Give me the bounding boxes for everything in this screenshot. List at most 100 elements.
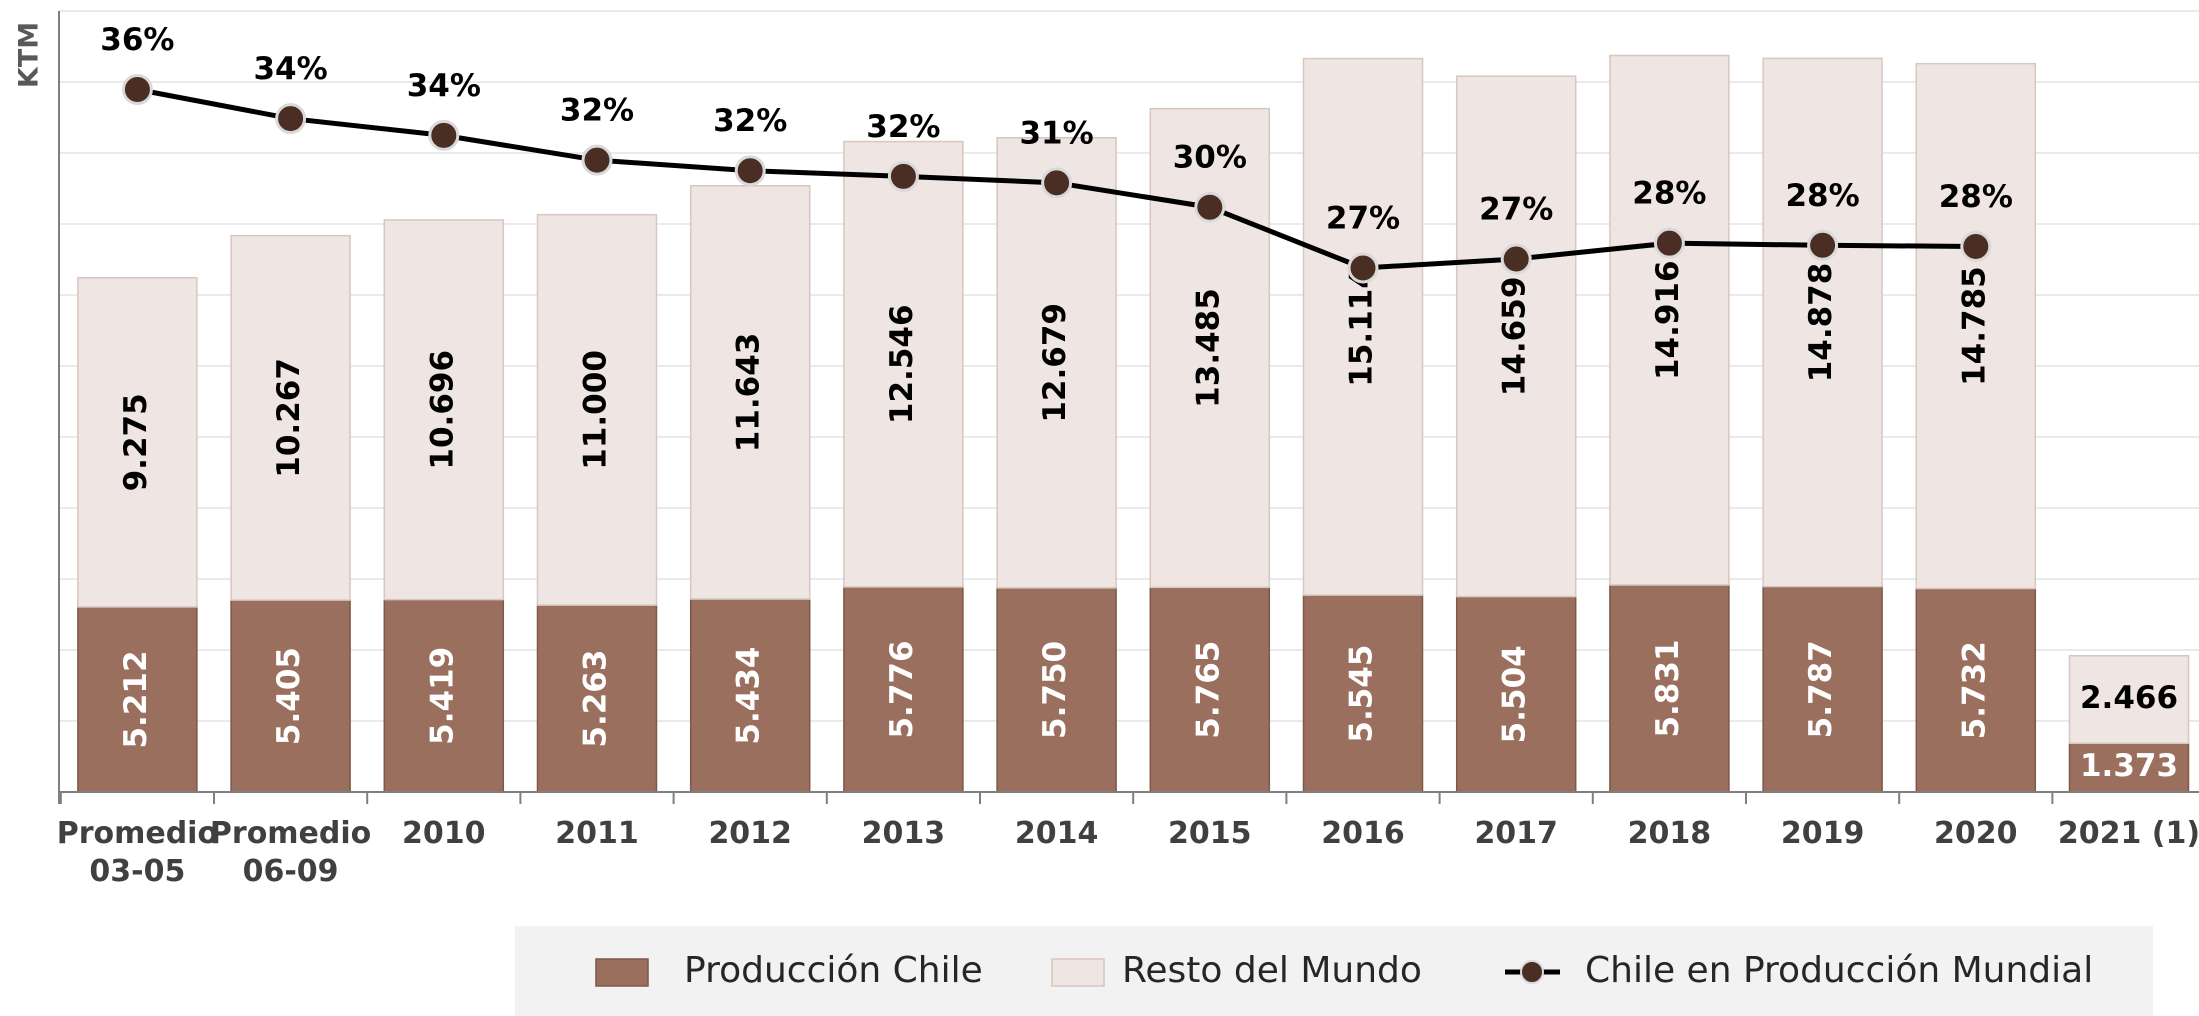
x-tick-label: 2019 bbox=[1780, 816, 1865, 851]
value-label: 15.114 bbox=[1344, 267, 1380, 387]
bar-segment bbox=[1455, 595, 1577, 793]
value-label: 5.787 bbox=[1803, 640, 1839, 738]
value-label: 10.267 bbox=[271, 358, 307, 478]
x-tick-label: 2021 (1) bbox=[2057, 816, 2199, 851]
value-label: 13.485 bbox=[1190, 288, 1226, 408]
y-axis-label: KTM bbox=[14, 22, 45, 88]
value-label: 11.643 bbox=[731, 333, 767, 453]
value-label: 14.785 bbox=[1956, 266, 1992, 386]
value-label: 28% bbox=[1939, 179, 2013, 215]
value-label: 5.732 bbox=[1956, 641, 1992, 739]
value-label: 12.679 bbox=[1037, 303, 1073, 423]
bar-segment bbox=[1915, 62, 2037, 590]
value-label: 11.000 bbox=[578, 350, 614, 470]
value-label: 32% bbox=[866, 109, 940, 145]
value-label: 28% bbox=[1632, 176, 1706, 212]
x-tick-label: 2012 bbox=[708, 816, 792, 851]
bar-segment bbox=[383, 219, 505, 601]
x-tick-label: 2013 bbox=[861, 816, 946, 851]
bar-segment bbox=[843, 586, 964, 793]
bar-segment bbox=[1915, 587, 2037, 793]
x-tick-label: Promedio 03-05 bbox=[56, 816, 219, 889]
legend-label: Chile en Producción Mundial bbox=[1585, 950, 2094, 991]
line-marker bbox=[887, 160, 919, 192]
value-label: 5.750 bbox=[1037, 641, 1073, 739]
bar-segment bbox=[77, 606, 198, 793]
legend: Producción Chile Resto del Mundo Chile e… bbox=[515, 926, 2153, 1016]
value-label: 5.212 bbox=[118, 650, 154, 748]
x-tick-label: 2016 bbox=[1321, 816, 1405, 851]
bar-segment bbox=[1302, 57, 1424, 596]
value-label: 27% bbox=[1326, 200, 1400, 236]
value-label: 30% bbox=[1173, 140, 1247, 176]
value-label: 14.916 bbox=[1650, 260, 1686, 380]
value-label: 36% bbox=[100, 22, 174, 58]
line-marker bbox=[1041, 167, 1073, 199]
legend-marker bbox=[1520, 960, 1544, 984]
value-label: 9.275 bbox=[118, 393, 154, 491]
value-label: 14.659 bbox=[1497, 277, 1533, 397]
value-label: 5.545 bbox=[1344, 645, 1380, 743]
bar-segment bbox=[2068, 654, 2190, 745]
value-label: 28% bbox=[1785, 178, 1859, 214]
value-label: 5.831 bbox=[1650, 639, 1686, 737]
bar-segment bbox=[996, 137, 1117, 589]
line-marker bbox=[1500, 243, 1532, 275]
bar-segment bbox=[536, 213, 658, 606]
line-marker bbox=[734, 155, 766, 187]
line-marker bbox=[428, 119, 460, 151]
bar-segment bbox=[1455, 75, 1577, 598]
legend-swatch bbox=[595, 958, 649, 987]
value-label: 32% bbox=[560, 93, 634, 129]
legend-label: Producción Chile bbox=[684, 950, 983, 991]
bar-segment bbox=[77, 276, 198, 608]
x-tick-label: 2010 bbox=[402, 816, 486, 851]
bar-segment bbox=[689, 185, 811, 600]
bar-segment bbox=[230, 234, 351, 601]
value-label: 5.504 bbox=[1497, 645, 1533, 743]
x-tick-label: 2014 bbox=[1014, 816, 1099, 851]
value-label: 12.546 bbox=[884, 304, 920, 424]
value-label: 5.419 bbox=[424, 647, 460, 745]
bar-segment bbox=[843, 140, 964, 588]
bar-segment bbox=[2068, 742, 2190, 793]
line-marker bbox=[1960, 230, 1992, 262]
bar-segment bbox=[1762, 585, 1883, 793]
line-marker bbox=[121, 73, 153, 105]
line-marker bbox=[1194, 191, 1226, 223]
x-tick-label: 2015 bbox=[1168, 816, 1252, 851]
bar-segment bbox=[1762, 57, 1883, 588]
value-label: 32% bbox=[713, 103, 787, 139]
x-tick-label: 2018 bbox=[1627, 816, 1712, 851]
line-marker bbox=[1347, 252, 1379, 284]
value-label: 5.776 bbox=[884, 640, 920, 738]
x-tick-label: 2017 bbox=[1474, 816, 1558, 851]
value-label: 34% bbox=[407, 68, 481, 104]
bar-segment bbox=[1609, 54, 1730, 586]
legend-label: Resto del Mundo bbox=[1122, 950, 1422, 991]
value-label: 31% bbox=[1019, 115, 1093, 151]
value-label: 27% bbox=[1479, 191, 1553, 227]
bar-segment bbox=[1149, 107, 1271, 589]
value-label: 5.765 bbox=[1190, 641, 1226, 739]
value-label: 5.405 bbox=[271, 647, 307, 745]
line-marker bbox=[1807, 229, 1839, 261]
value-label: 5.263 bbox=[578, 650, 614, 748]
line-marker bbox=[581, 144, 613, 176]
x-tick-label: 2020 bbox=[1934, 816, 2018, 851]
value-label: 2.466 bbox=[2080, 680, 2178, 716]
value-label: 1.373 bbox=[2080, 748, 2178, 784]
legend-swatch bbox=[1051, 958, 1105, 987]
x-tick-label: 2011 bbox=[555, 816, 639, 851]
value-label: 10.696 bbox=[424, 350, 460, 470]
line-marker bbox=[1653, 227, 1685, 259]
value-label: 34% bbox=[253, 51, 327, 87]
value-label: 5.434 bbox=[731, 647, 767, 745]
x-tick-label: Promedio 06-09 bbox=[209, 816, 372, 889]
line-marker bbox=[275, 103, 307, 135]
bar-segment bbox=[1302, 594, 1424, 793]
value-label: 14.878 bbox=[1803, 263, 1839, 383]
bar-segment bbox=[536, 604, 658, 793]
